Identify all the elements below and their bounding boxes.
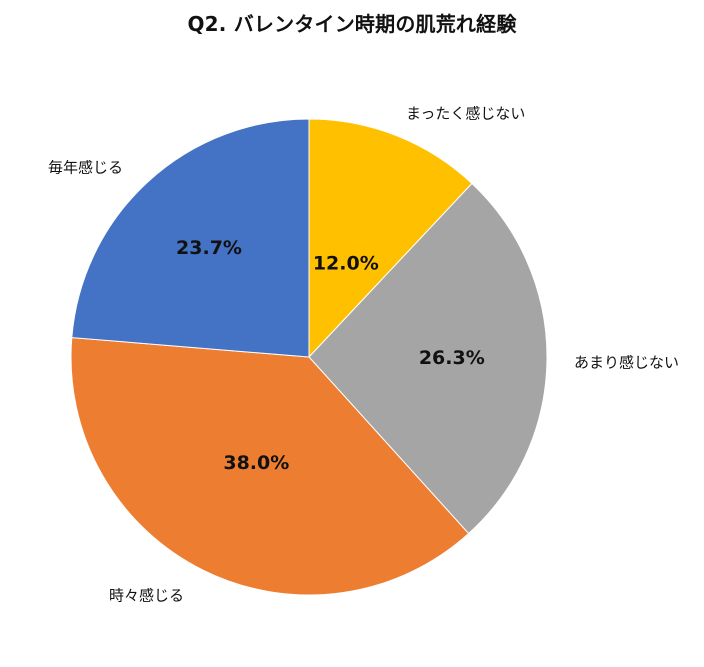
slice-value-label-1: 12.0% bbox=[313, 253, 379, 275]
chart-title: Q2. バレンタイン時期の肌荒れ経験 bbox=[187, 12, 517, 36]
pie-slice-4 bbox=[71, 118, 310, 358]
slice-value-label-2: 26.3% bbox=[419, 347, 485, 369]
slice-value-label-3: 38.0% bbox=[223, 452, 289, 474]
slice-category-label-3: 時々感じる bbox=[109, 587, 184, 605]
slice-category-label-4: 毎年感じる bbox=[48, 159, 123, 177]
slice-category-label-2: あまり感じない bbox=[574, 354, 679, 372]
pie-slice-1 bbox=[308, 118, 473, 359]
pie-slice-2 bbox=[308, 182, 548, 535]
slice-category-label-1: まったく感じない bbox=[406, 105, 525, 123]
slice-value-label-4: 23.7% bbox=[176, 237, 242, 259]
pie-slice-3 bbox=[70, 337, 470, 596]
